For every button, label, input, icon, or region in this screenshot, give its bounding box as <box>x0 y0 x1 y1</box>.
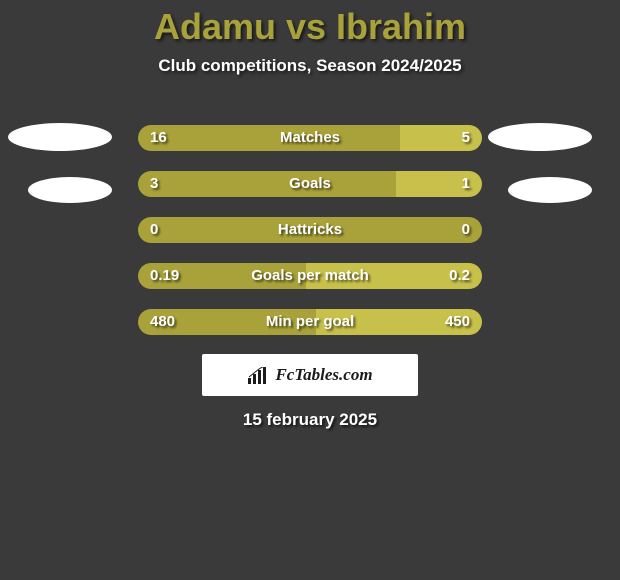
page-title: Adamu vs Ibrahim <box>0 0 620 48</box>
stat-label: Min per goal <box>138 309 482 335</box>
stat-label: Goals per match <box>138 263 482 289</box>
stat-label: Hattricks <box>138 217 482 243</box>
stat-row: 480450Min per goal <box>138 309 482 335</box>
team-marker <box>508 177 592 203</box>
stat-label: Matches <box>138 125 482 151</box>
branding-text: FcTables.com <box>275 365 372 384</box>
branding-box: FcTables.com <box>202 354 418 396</box>
stat-row: 0.190.2Goals per match <box>138 263 482 289</box>
team-marker <box>8 123 112 151</box>
team-marker <box>488 123 592 151</box>
team-marker <box>28 177 112 203</box>
subtitle: Club competitions, Season 2024/2025 <box>0 56 620 76</box>
stat-row: 31Goals <box>138 171 482 197</box>
chart-icon <box>247 367 269 385</box>
stat-label: Goals <box>138 171 482 197</box>
stat-row: 165Matches <box>138 125 482 151</box>
date-text: 15 february 2025 <box>0 410 620 430</box>
branding-content: FcTables.com <box>247 365 372 385</box>
stat-row: 00Hattricks <box>138 217 482 243</box>
